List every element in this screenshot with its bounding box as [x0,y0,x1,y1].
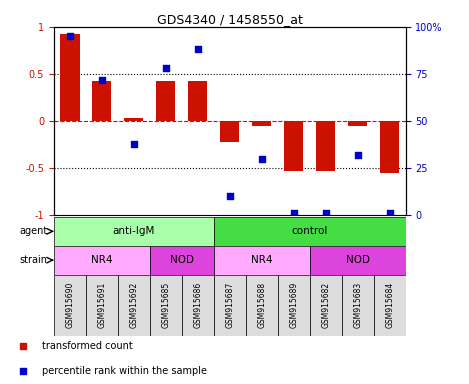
Text: GSM915684: GSM915684 [385,282,394,328]
FancyBboxPatch shape [214,275,246,336]
Point [130,141,137,147]
Point [290,210,297,216]
Bar [156,81,175,121]
Bar [380,121,399,173]
Point [226,193,234,199]
FancyBboxPatch shape [310,275,342,336]
Text: GSM915682: GSM915682 [321,282,330,328]
Text: NR4: NR4 [251,255,272,265]
Text: anti-IgM: anti-IgM [113,226,155,237]
FancyBboxPatch shape [342,275,374,336]
Point [19,343,27,349]
Bar [188,81,207,121]
FancyBboxPatch shape [118,275,150,336]
Text: GSM915692: GSM915692 [129,282,138,328]
Text: NR4: NR4 [91,255,113,265]
FancyBboxPatch shape [278,275,310,336]
Point [258,156,265,162]
Text: GSM915691: GSM915691 [98,282,106,328]
FancyBboxPatch shape [54,217,214,246]
Point [98,76,106,83]
Text: GSM915687: GSM915687 [225,282,234,328]
FancyBboxPatch shape [150,275,182,336]
Bar [220,121,239,142]
Text: GSM915683: GSM915683 [353,282,362,328]
FancyBboxPatch shape [54,246,150,275]
Bar [61,35,80,121]
FancyBboxPatch shape [86,275,118,336]
FancyBboxPatch shape [246,275,278,336]
Bar [252,121,272,126]
Text: GSM915685: GSM915685 [161,282,170,328]
Bar [124,118,144,121]
Bar [316,121,335,171]
FancyBboxPatch shape [182,275,214,336]
Text: GSM915686: GSM915686 [193,282,202,328]
Bar [348,121,367,126]
Point [66,33,74,40]
FancyBboxPatch shape [54,275,86,336]
Text: strain: strain [20,255,47,265]
Text: transformed count: transformed count [42,341,132,351]
FancyBboxPatch shape [214,217,406,246]
Point [322,210,330,216]
Text: GSM915690: GSM915690 [65,282,75,328]
Text: GSM915689: GSM915689 [289,282,298,328]
Text: NOD: NOD [170,255,194,265]
Text: agent: agent [19,226,47,237]
Bar [92,81,112,121]
Point [386,210,393,216]
Bar [284,121,303,171]
FancyBboxPatch shape [150,246,214,275]
Point [162,65,170,71]
Text: NOD: NOD [346,255,370,265]
Text: percentile rank within the sample: percentile rank within the sample [42,366,206,376]
Point [19,368,27,374]
Point [354,152,362,158]
Text: GSM915688: GSM915688 [257,282,266,328]
Point [194,46,202,53]
Text: control: control [292,226,328,237]
FancyBboxPatch shape [214,246,310,275]
FancyBboxPatch shape [310,246,406,275]
Title: GDS4340 / 1458550_at: GDS4340 / 1458550_at [157,13,303,26]
FancyBboxPatch shape [374,275,406,336]
